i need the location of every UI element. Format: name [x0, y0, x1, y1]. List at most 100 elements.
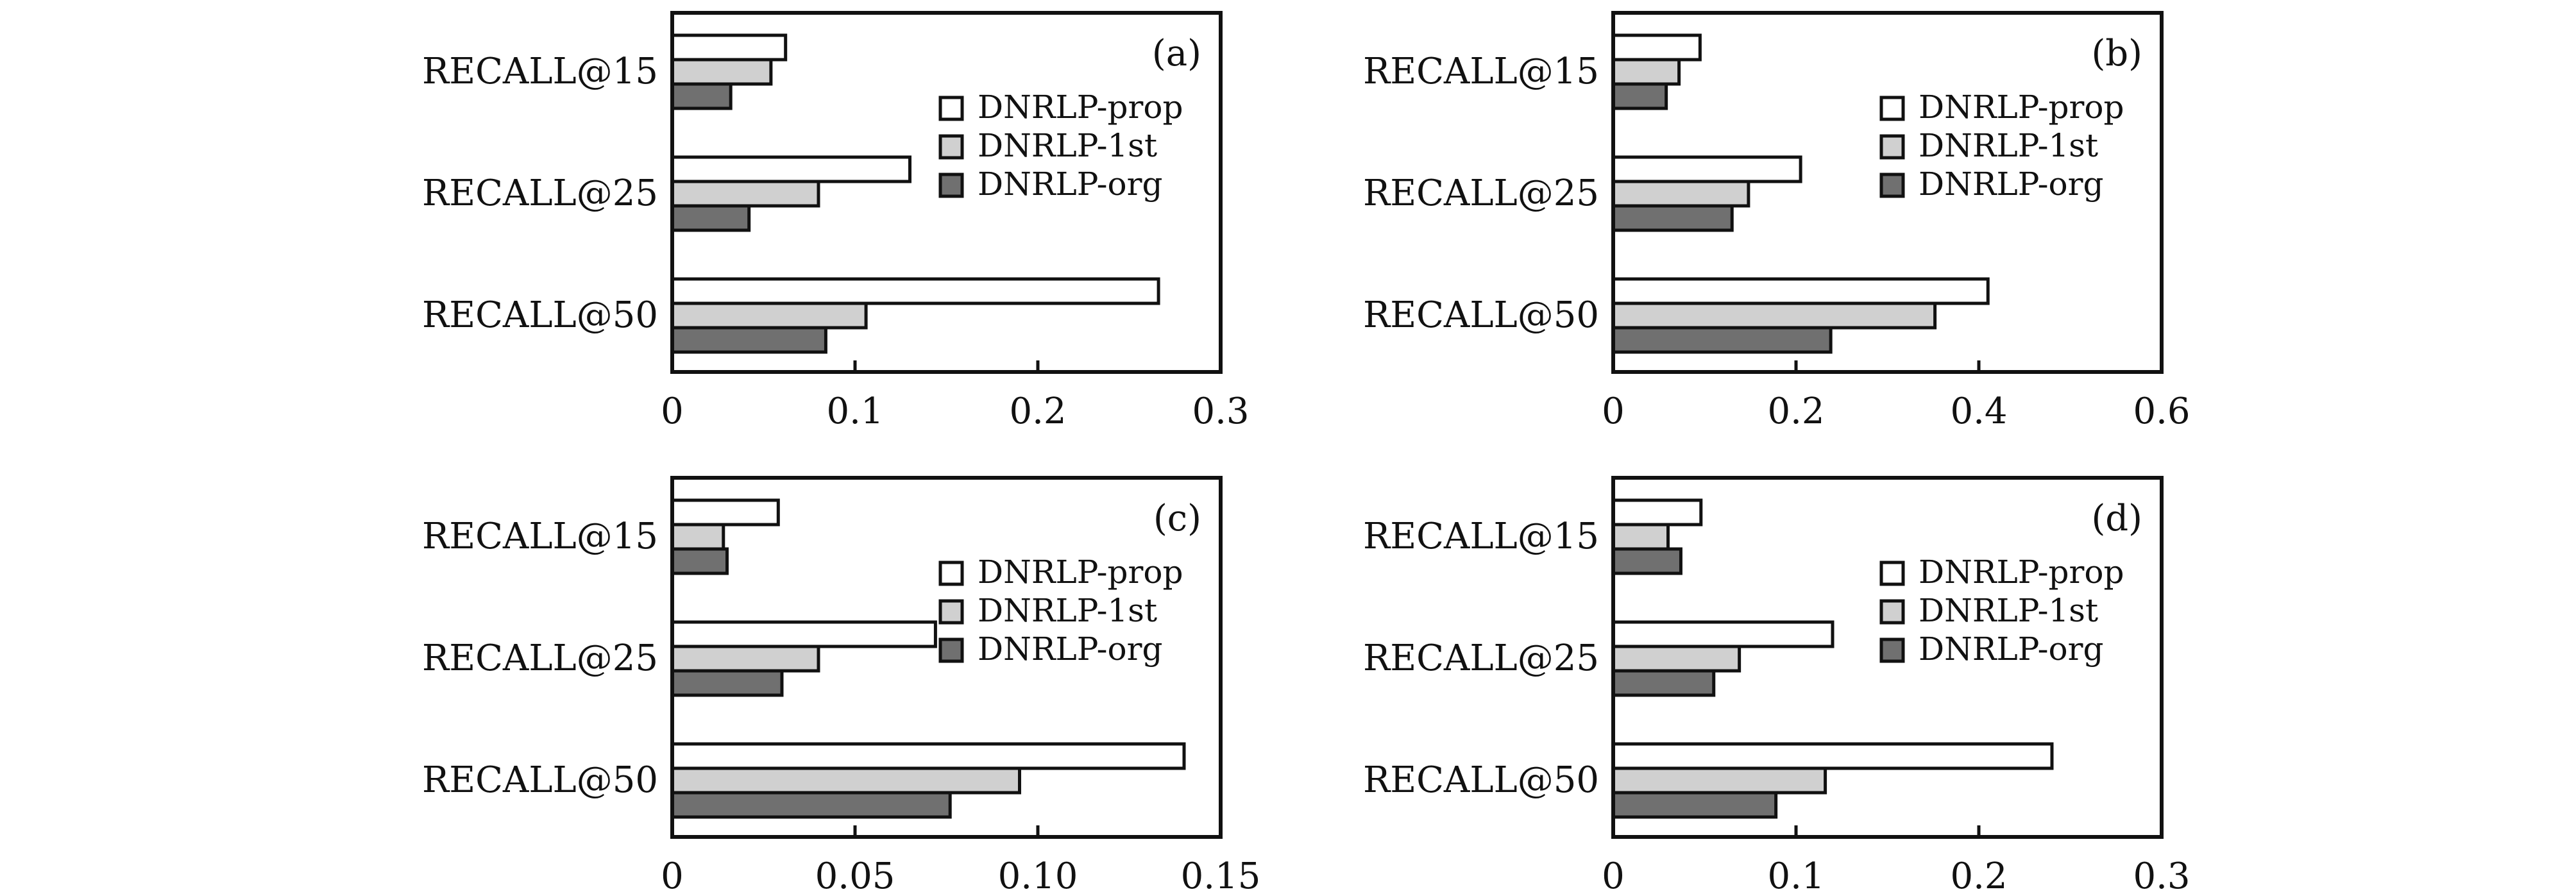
axes-frame	[1611, 11, 2164, 374]
chart-panel-b: RECALL@15 RECALL@25 RECALL@50 0 0.2 0.4 0.6 (b)…	[1363, 11, 2190, 432]
bar-dnrlp-prop-recall-at-50	[1611, 742, 2054, 770]
bar-dnrlp-1st-recall-at-15	[670, 58, 773, 86]
bar-dnrlp-org-recall-at-50	[1611, 791, 1778, 819]
x-tick-label: 0.2	[1767, 391, 1824, 432]
bar-dnrlp-1st-recall-at-50	[1611, 301, 1937, 330]
legend-label-dnrlp-org: DNRLP-org	[1919, 165, 2104, 203]
axes-frame	[670, 11, 1223, 374]
panel-label: (c)	[1153, 498, 1201, 539]
x-tick-label: 0.1	[826, 391, 883, 432]
bar-dnrlp-prop-recall-at-25	[670, 155, 911, 183]
bar-dnrlp-1st-recall-at-25	[1611, 645, 1741, 673]
bar-dnrlp-1st-recall-at-15	[670, 523, 725, 551]
category-label: RECALL@15	[422, 516, 658, 557]
legend-label-dnrlp-prop: DNRLP-prop	[978, 553, 1183, 591]
bar-dnrlp-1st-recall-at-15	[1611, 523, 1670, 551]
legend-swatch-dnrlp-prop	[1879, 561, 1905, 586]
category-label: RECALL@50	[1363, 759, 1599, 801]
legend-swatch-dnrlp-org	[938, 173, 964, 198]
legend-label-dnrlp-org: DNRLP-org	[978, 630, 1163, 668]
bar-dnrlp-1st-recall-at-50	[1611, 766, 1827, 795]
bar-dnrlp-prop-recall-at-25	[1611, 620, 1835, 648]
legend-swatch-dnrlp-1st	[938, 134, 964, 160]
panel-label: (b)	[2091, 33, 2142, 74]
legend-swatch-dnrlp-org	[938, 637, 964, 663]
x-tick-label: 0.4	[1950, 391, 2007, 432]
category-label: RECALL@15	[1363, 51, 1599, 92]
bar-dnrlp-org-recall-at-15	[670, 82, 733, 110]
bar-dnrlp-prop-recall-at-50	[1611, 277, 1990, 305]
category-label: RECALL@50	[422, 294, 658, 336]
category-label: RECALL@25	[1363, 173, 1599, 214]
panel-label: (d)	[2091, 498, 2142, 539]
legend-label-dnrlp-1st: DNRLP-1st	[978, 127, 1157, 164]
legend-swatch-dnrlp-org	[1879, 637, 1905, 663]
category-label: RECALL@15	[1363, 516, 1599, 557]
bar-dnrlp-prop-recall-at-15	[670, 33, 788, 62]
legend-swatch-dnrlp-1st	[1879, 599, 1905, 625]
legend-label-dnrlp-prop: DNRLP-prop	[1919, 89, 2124, 126]
legend-label-dnrlp-1st: DNRLP-1st	[1919, 127, 2098, 164]
x-tick-label: 0.15	[1181, 856, 1261, 894]
bar-dnrlp-1st-recall-at-25	[1611, 180, 1750, 208]
legend-swatch-dnrlp-prop	[1879, 96, 1905, 121]
bar-dnrlp-prop-recall-at-15	[1611, 33, 1702, 62]
bar-dnrlp-org-recall-at-25	[1611, 669, 1716, 697]
x-tick-label: 0.10	[998, 856, 1078, 894]
bar-dnrlp-1st-recall-at-50	[670, 766, 1021, 795]
legend-swatch-dnrlp-prop	[938, 561, 964, 586]
x-tick-label: 0.2	[1950, 856, 2007, 894]
legend-label-dnrlp-1st: DNRLP-1st	[978, 592, 1157, 629]
panel-label: (a)	[1152, 33, 1201, 74]
category-label: RECALL@50	[1363, 294, 1599, 336]
legend-swatch-dnrlp-prop	[938, 96, 964, 121]
legend-label-dnrlp-prop: DNRLP-prop	[1919, 553, 2124, 591]
chart-panel-d: RECALL@15 RECALL@25 RECALL@50 0 0.1 0.2 0.3 (d)…	[1363, 476, 2190, 894]
legend-swatch-dnrlp-1st	[1879, 134, 1905, 160]
bar-dnrlp-org-recall-at-25	[670, 204, 751, 232]
bar-dnrlp-prop-recall-at-25	[670, 620, 937, 648]
bar-dnrlp-prop-recall-at-50	[670, 742, 1186, 770]
bar-dnrlp-1st-recall-at-15	[1611, 58, 1681, 86]
x-tick-label: 0.3	[1192, 391, 1249, 432]
chart-panel-a: RECALL@15 RECALL@25 RECALL@50 0 0.1 0.2 0.3 (a)…	[422, 11, 1250, 432]
bar-dnrlp-org-recall-at-50	[1611, 326, 1833, 354]
axes-frame	[670, 476, 1223, 839]
chart-panel-c: RECALL@15 RECALL@25 RECALL@50 0 0.05 0.10 0.15…	[422, 476, 1261, 894]
bar-dnrlp-prop-recall-at-25	[1611, 155, 1802, 183]
x-tick-label: 0	[1602, 856, 1625, 894]
bar-dnrlp-prop-recall-at-15	[1611, 498, 1703, 527]
bar-dnrlp-prop-recall-at-15	[670, 498, 780, 527]
legend-label-dnrlp-1st: DNRLP-1st	[1919, 592, 2098, 629]
bar-dnrlp-org-recall-at-50	[670, 326, 827, 354]
legend-label-dnrlp-org: DNRLP-org	[978, 165, 1163, 203]
legend-swatch-dnrlp-org	[1879, 173, 1905, 198]
legend-label-dnrlp-prop: DNRLP-prop	[978, 89, 1183, 126]
bar-dnrlp-org-recall-at-50	[670, 791, 952, 819]
bar-dnrlp-org-recall-at-25	[1611, 204, 1734, 232]
bar-dnrlp-org-recall-at-15	[1611, 82, 1668, 110]
category-label: RECALL@50	[422, 759, 658, 801]
category-label: RECALL@25	[422, 637, 658, 679]
x-tick-label: 0.6	[2133, 391, 2190, 432]
axes-frame	[1611, 476, 2164, 839]
category-label: RECALL@25	[422, 173, 658, 214]
x-tick-label: 0.1	[1767, 856, 1824, 894]
x-tick-label: 0	[661, 391, 684, 432]
category-label: RECALL@25	[1363, 637, 1599, 679]
legend-swatch-dnrlp-1st	[938, 599, 964, 625]
legend-label-dnrlp-org: DNRLP-org	[1919, 630, 2104, 668]
bar-dnrlp-org-recall-at-25	[670, 669, 784, 697]
x-tick-label: 0.3	[2133, 856, 2190, 894]
x-tick-label: 0.2	[1009, 391, 1066, 432]
bar-dnrlp-org-recall-at-15	[670, 547, 729, 575]
bar-dnrlp-1st-recall-at-25	[670, 645, 820, 673]
category-label: RECALL@15	[422, 51, 658, 92]
x-tick-label: 0	[661, 856, 684, 894]
bar-dnrlp-org-recall-at-15	[1611, 547, 1682, 575]
